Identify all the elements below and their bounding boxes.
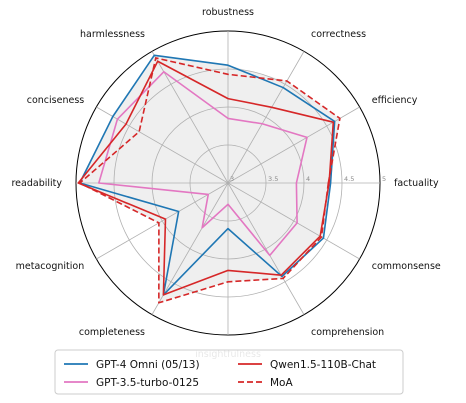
series-lines <box>77 54 341 304</box>
axis-label-conciseness: conciseness <box>27 95 85 106</box>
radar-grid <box>75 30 381 336</box>
legend-label-moa: MoA <box>270 377 293 389</box>
tick-label: 3.5 <box>268 175 278 183</box>
axis-label-harmlessness: harmlessness <box>80 29 145 40</box>
series-area-fill <box>78 55 340 303</box>
axis-labels: factuality efficiency correctness robustnes… <box>11 7 440 360</box>
spoke-conciseness <box>96 106 229 184</box>
legend-label-gpt-3-5-turbo-0125: GPT-3.5-turbo-0125 <box>96 377 199 389</box>
series-line-qwen1-5-110b-chat <box>77 60 335 296</box>
tick-label: 3 <box>230 175 234 183</box>
axis-label-comprehension: comprehension <box>311 327 384 338</box>
tick-label: 4 <box>306 175 310 183</box>
spoke-commonsense <box>227 182 360 260</box>
spoke-comprehension <box>227 182 305 315</box>
tick-label: 4.5 <box>344 175 354 183</box>
axis-label-robustness: robustness <box>202 7 254 18</box>
legend-box <box>54 349 404 395</box>
axis-label-factuality: factuality <box>394 178 439 189</box>
axis-label-correctness: correctness <box>311 29 366 40</box>
radial-tick-labels: 3 3.5 4 4.5 5 <box>230 175 386 183</box>
spoke-efficiency <box>227 106 360 184</box>
spoke-metacognition <box>96 182 229 260</box>
legend-label-qwen1-5-110b-chat: Qwen1.5-110B-Chat <box>270 359 376 371</box>
axis-label-commonsense: commonsense <box>372 261 441 272</box>
legend-label-gpt-4-omni-05-13: GPT-4 Omni (05/13) <box>96 359 200 371</box>
series-line-gpt-3-5-turbo-0125 <box>98 70 308 257</box>
axis-label-metacognition: metacognition <box>16 261 85 272</box>
axis-label-readability: readability <box>11 178 62 189</box>
axis-label-efficiency: efficiency <box>372 95 418 106</box>
series-line-moa <box>79 57 341 304</box>
tick-label: 5 <box>382 175 386 183</box>
legend: GPT-4 Omni (05/13) GPT-3.5-turbo-0125 Qwen… <box>54 349 404 395</box>
spoke-correctness <box>227 51 305 184</box>
axis-label-completeness: completeness <box>79 327 145 338</box>
radar-background <box>78 55 340 303</box>
